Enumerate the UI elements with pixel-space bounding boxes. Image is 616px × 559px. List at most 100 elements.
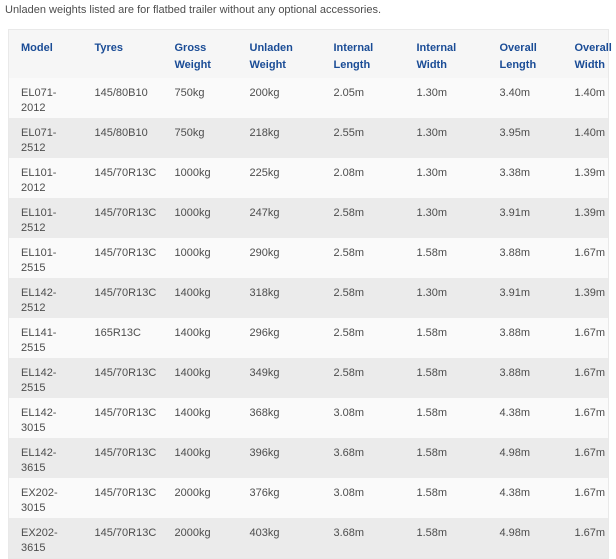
column-header-tyres: Tyres — [82, 29, 163, 78]
cell-overall_width: 1.67m — [574, 527, 606, 539]
cell-gross_weight: 1400kg — [174, 407, 211, 419]
table-body: EL071-2012 145/80B10 750kg 200kg 2.05m 1.30m 3… — [8, 78, 609, 559]
cell-internal_width: 1.58m — [416, 407, 448, 419]
column-header-overall_length: Overall Length — [487, 29, 563, 78]
cell-model: EL101-2515 — [21, 247, 57, 274]
cell-overall_length: 3.88m — [499, 367, 531, 379]
cell-internal_length: 3.08m — [333, 407, 365, 419]
header-row: Model Tyres Gross Weight Unladen Weight Inte… — [8, 29, 612, 78]
cell-internal_width: 1.30m — [416, 207, 448, 219]
cell-tyres: 145/70R13C — [94, 447, 157, 459]
cell-model: EL101-2512 — [21, 207, 57, 234]
column-header-internal_width: Internal Width — [404, 29, 488, 78]
cell-model: EL071-2012 — [21, 87, 57, 114]
cell-tyres: 145/80B10 — [94, 87, 148, 99]
cell-internal_width: 1.58m — [416, 487, 448, 499]
cell-tyres: 165R13C — [94, 327, 141, 339]
table-row: EL101-2515 145/70R13C 1000kg 290kg 2.58m 1.58… — [8, 238, 609, 278]
cell-gross_weight: 1400kg — [174, 447, 211, 459]
cell-gross_weight: 1000kg — [174, 167, 211, 179]
table-row: EX202-3015 145/70R13C 2000kg 376kg 3.08m 1.58… — [8, 478, 609, 518]
column-header-unladen_weight: Unladen Weight — [237, 29, 322, 78]
cell-overall_width: 1.67m — [574, 367, 606, 379]
cell-internal_length: 3.68m — [333, 527, 365, 539]
cell-gross_weight: 1000kg — [174, 207, 211, 219]
cell-overall_length: 3.88m — [499, 247, 531, 259]
cell-overall_width: 1.67m — [574, 447, 606, 459]
column-header-model: Model — [8, 29, 83, 78]
cell-unladen_weight: 225kg — [249, 167, 280, 179]
cell-overall_length: 3.91m — [499, 287, 531, 299]
cell-internal_width: 1.30m — [416, 127, 448, 139]
table-row: EL142-2515 145/70R13C 1400kg 349kg 2.58m 1.58… — [8, 358, 609, 398]
cell-unladen_weight: 218kg — [249, 127, 280, 139]
cell-unladen_weight: 318kg — [249, 287, 280, 299]
cell-internal_length: 2.08m — [333, 167, 365, 179]
cell-unladen_weight: 376kg — [249, 487, 280, 499]
cell-gross_weight: 750kg — [174, 87, 205, 99]
cell-internal_length: 2.58m — [333, 247, 365, 259]
cell-internal_length: 2.05m — [333, 87, 365, 99]
cell-overall_length: 4.38m — [499, 407, 531, 419]
cell-overall_width: 1.40m — [574, 127, 606, 139]
cell-gross_weight: 1400kg — [174, 367, 211, 379]
cell-internal_length: 3.68m — [333, 447, 365, 459]
cell-overall_length: 4.38m — [499, 487, 531, 499]
unladen-weights-note: Unladen weights listed are for flatbed t… — [5, 4, 382, 16]
cell-overall_width: 1.67m — [574, 407, 606, 419]
table-row: EX202-3615 145/70R13C 2000kg 403kg 3.68m 1.58… — [8, 518, 609, 559]
cell-overall_width: 1.67m — [574, 327, 606, 339]
cell-unladen_weight: 396kg — [249, 447, 280, 459]
cell-tyres: 145/70R13C — [94, 367, 157, 379]
cell-gross_weight: 1000kg — [174, 247, 211, 259]
cell-internal_length: 2.58m — [333, 207, 365, 219]
cell-internal_width: 1.58m — [416, 327, 448, 339]
table-row: EL101-2512 145/70R13C 1000kg 247kg 2.58m 1.30… — [8, 198, 609, 238]
column-header-gross_weight: Gross Weight — [162, 29, 238, 78]
table-row: EL142-3015 145/70R13C 1400kg 368kg 3.08m 1.58… — [8, 398, 609, 438]
cell-tyres: 145/70R13C — [94, 247, 157, 259]
cell-tyres: 145/70R13C — [94, 527, 157, 539]
cell-model: EL142-2512 — [21, 287, 57, 314]
cell-internal_length: 3.08m — [333, 487, 365, 499]
cell-internal_length: 2.58m — [333, 287, 365, 299]
cell-gross_weight: 1400kg — [174, 327, 211, 339]
cell-gross_weight: 2000kg — [174, 487, 211, 499]
cell-model: EX202-3015 — [21, 487, 58, 514]
table-row: EL071-2512 145/80B10 750kg 218kg 2.55m 1.30m 3… — [8, 118, 609, 158]
cell-model: EL071-2512 — [21, 127, 57, 154]
cell-internal_length: 2.58m — [333, 367, 365, 379]
table-row: EL142-2512 145/70R13C 1400kg 318kg 2.58m 1.30… — [8, 278, 609, 318]
cell-model: EL142-3615 — [21, 447, 57, 474]
cell-model: EL141-2515 — [21, 327, 57, 354]
cell-model: EL142-3015 — [21, 407, 57, 434]
column-header-overall_width: Overall Width — [562, 29, 612, 78]
cell-overall_width: 1.39m — [574, 207, 606, 219]
cell-internal_width: 1.58m — [416, 527, 448, 539]
cell-internal_length: 2.55m — [333, 127, 365, 139]
cell-unladen_weight: 200kg — [249, 87, 280, 99]
cell-tyres: 145/70R13C — [94, 167, 157, 179]
cell-overall_width: 1.39m — [574, 167, 606, 179]
cell-unladen_weight: 247kg — [249, 207, 280, 219]
table-row: EL101-2012 145/70R13C 1000kg 225kg 2.08m 1.30… — [8, 158, 609, 198]
cell-tyres: 145/70R13C — [94, 487, 157, 499]
cell-unladen_weight: 290kg — [249, 247, 280, 259]
cell-overall_length: 3.95m — [499, 127, 531, 139]
cell-unladen_weight: 296kg — [249, 327, 280, 339]
cell-gross_weight: 2000kg — [174, 527, 211, 539]
cell-unladen_weight: 403kg — [249, 527, 280, 539]
cell-gross_weight: 1400kg — [174, 287, 211, 299]
cell-internal_width: 1.30m — [416, 287, 448, 299]
cell-tyres: 145/70R13C — [94, 407, 157, 419]
trailer-spec-table: Model Tyres Gross Weight Unladen Weight Inte… — [8, 29, 612, 559]
cell-overall_length: 3.91m — [499, 207, 531, 219]
table-row: EL141-2515 165R13C 1400kg 296kg 2.58m 1.58m 3.… — [8, 318, 609, 358]
cell-overall_width: 1.67m — [574, 247, 606, 259]
cell-model: EX202-3615 — [21, 527, 58, 554]
cell-overall_length: 3.88m — [499, 327, 531, 339]
cell-overall_length: 4.98m — [499, 527, 531, 539]
cell-overall_length: 3.40m — [499, 87, 531, 99]
cell-model: EL142-2515 — [21, 367, 57, 394]
cell-tyres: 145/80B10 — [94, 127, 148, 139]
